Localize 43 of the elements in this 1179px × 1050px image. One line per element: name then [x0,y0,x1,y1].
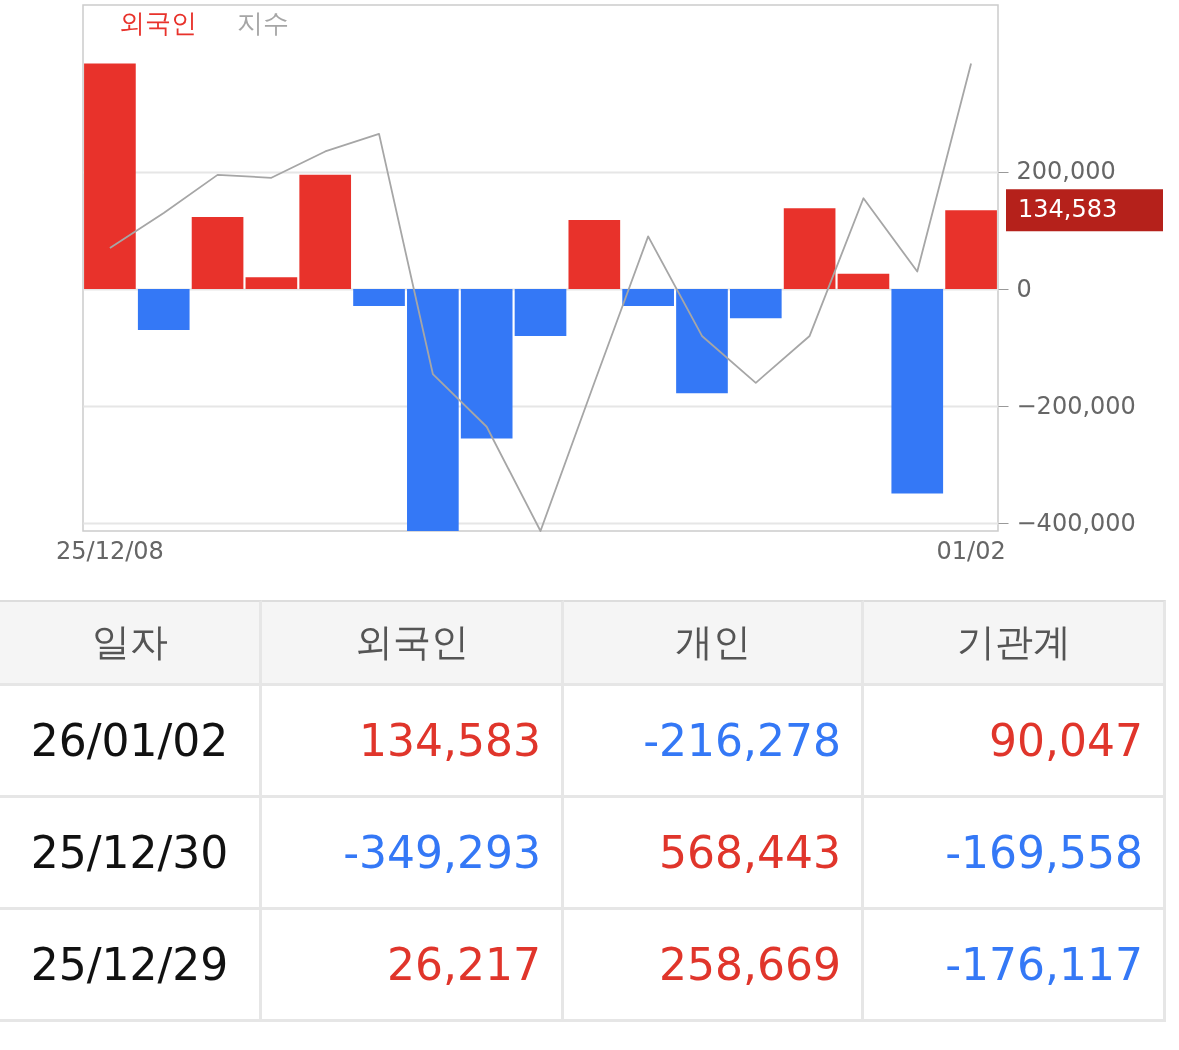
text: -349,293 [262,798,564,910]
text: 25/12/30 [0,798,262,910]
y-tick-label: 0 [1016,274,1032,303]
bar [945,210,997,290]
bar [729,289,782,319]
bar [676,289,728,394]
x-tick-label: 25/12/08 [56,536,164,565]
text: -216,278 [564,686,864,798]
bar [299,174,352,290]
bar [137,289,190,331]
text: 일자 [0,600,262,686]
text: 258,669 [564,910,864,1022]
bar [783,208,836,290]
text: 90,047 [864,686,1166,798]
bar [891,289,944,494]
text: 25/12/29 [0,910,262,1022]
text: -176,117 [864,910,1166,1022]
bar [191,217,244,290]
bar [460,289,513,439]
text: 기관계 [864,600,1166,686]
bar [514,289,567,336]
bar [84,63,136,290]
bar [407,289,459,531]
bar [568,219,621,290]
bar [245,277,298,290]
text: -169,558 [864,798,1166,910]
y-tick-label: −200,000 [1016,391,1136,420]
y-tick-label: −400,000 [1016,508,1136,537]
bar [622,289,674,307]
y-tick-label: 200,000 [1016,157,1116,186]
x-tick-label: 01/02 [936,536,1006,565]
text: 568,443 [564,798,864,910]
text: 지수 [237,8,289,38]
text: 134,583 [1018,195,1118,224]
text: 26,217 [262,910,564,1022]
text: 외국인 [262,600,564,686]
text: 26/01/02 [0,686,262,798]
bar [353,289,405,307]
text: 개인 [564,600,864,686]
text: 134,583 [262,686,564,798]
bar [837,273,890,290]
series-label: 외국인 [119,8,197,38]
line-series [109,62,972,532]
